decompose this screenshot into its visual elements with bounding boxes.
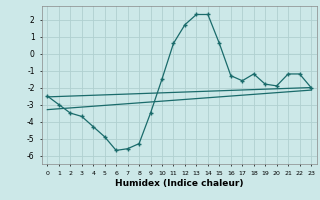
X-axis label: Humidex (Indice chaleur): Humidex (Indice chaleur) [115,179,244,188]
